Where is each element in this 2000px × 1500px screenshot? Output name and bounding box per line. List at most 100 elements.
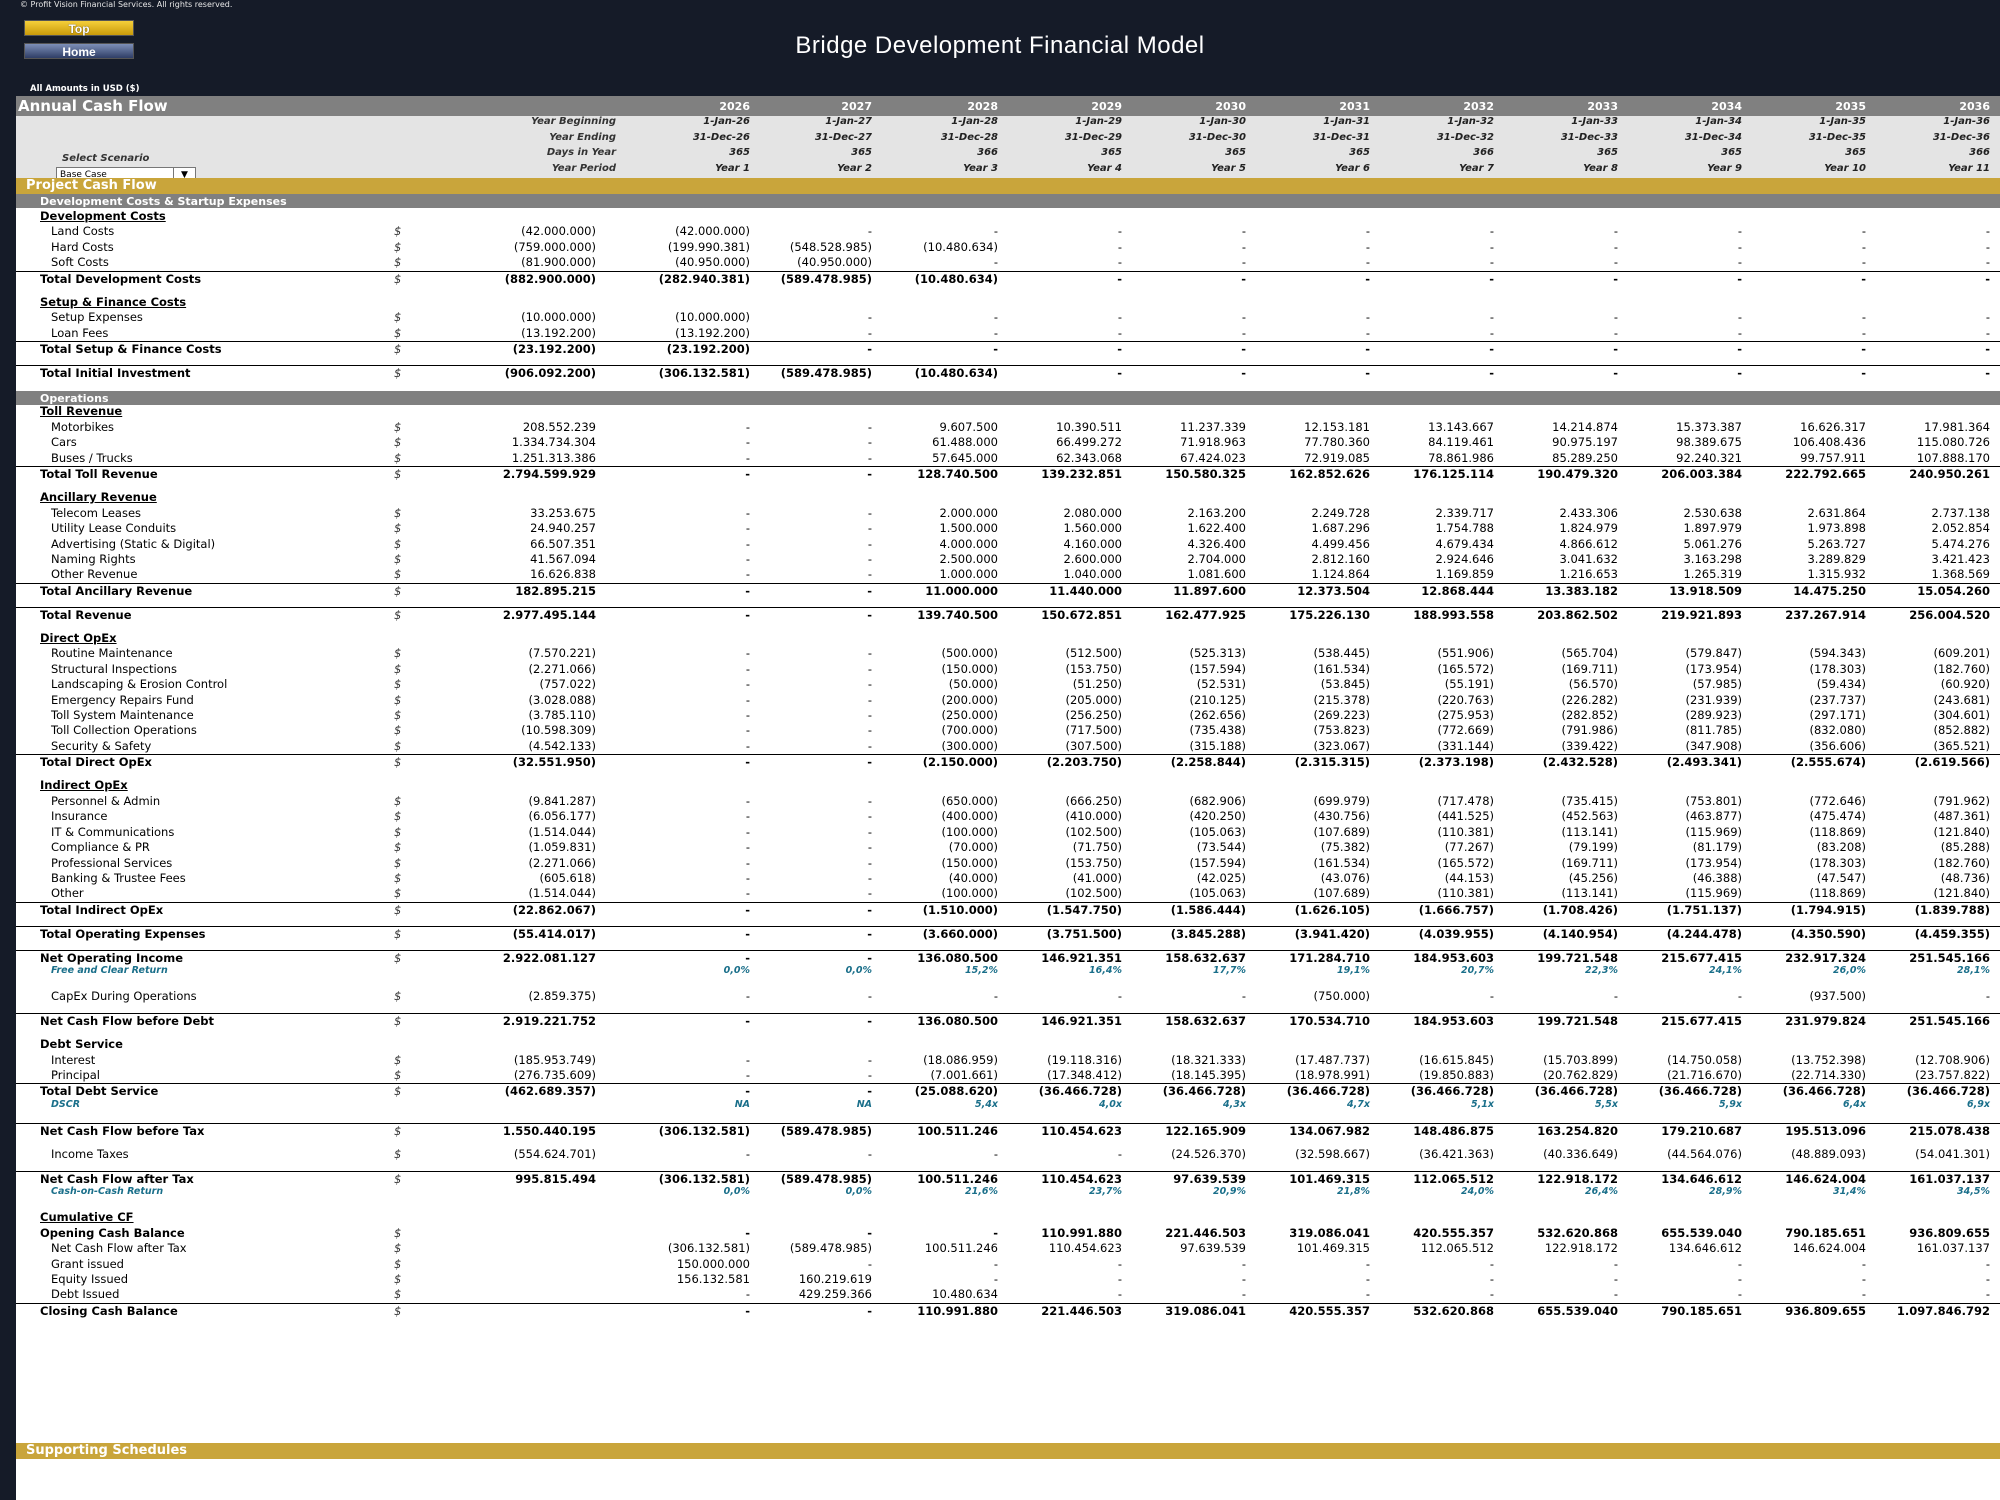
table-cell: - [745, 738, 750, 753]
table-cell: 1.622.400 [1187, 521, 1246, 536]
table-cell: - [993, 989, 998, 1004]
table-cell: (475.474) [1809, 809, 1866, 824]
table-cell: (161.534) [1313, 661, 1370, 676]
table-cell: 101.469.315 [1296, 1241, 1370, 1256]
row-total: 1.550.440.195 [502, 1123, 596, 1138]
period-header-value: 31-Dec-33 [1560, 131, 1618, 143]
table-cell: - [1613, 239, 1618, 254]
table-cell: (538.445) [1313, 646, 1370, 661]
table-cell: - [867, 1084, 872, 1099]
table-cell: - [745, 989, 750, 1004]
chevron-down-icon[interactable]: ▼ [173, 168, 195, 182]
table-cell: 134.646.612 [1661, 1171, 1742, 1186]
period-header-value: Year 8 [1583, 162, 1618, 174]
table-cell: 4.326.400 [1187, 536, 1246, 551]
year-column-header: 2027 [841, 100, 872, 113]
table-cell: (100.000) [941, 886, 998, 901]
table-cell: (173.954) [1685, 661, 1742, 676]
table-cell: 163.254.820 [1537, 1123, 1618, 1138]
table-cell: (463.877) [1685, 809, 1742, 824]
table-cell: 92.240.321 [1676, 450, 1742, 465]
row-label: Emergency Repairs Fund [51, 692, 194, 707]
period-header-value: 1-Jan-27 [825, 116, 872, 127]
row-total: (9.841.287) [528, 793, 596, 808]
table-row: Direct OpEx [16, 631, 2000, 646]
table-row: Other $ (1.514.044) - - (100.000) (102.500) (10… [16, 886, 2000, 901]
row-total: 24.940.257 [530, 521, 596, 536]
table-cell: - [867, 708, 872, 723]
table-cell: (10.480.634) [914, 366, 998, 381]
currency-symbol: $ [394, 902, 402, 917]
currency-symbol: $ [394, 738, 402, 753]
table-cell: - [867, 325, 872, 340]
table-row: Closing Cash Balance $ - - 110.991.880 221.44… [16, 1302, 2000, 1318]
table-cell: 1.265.319 [1683, 567, 1742, 582]
table-row: Toll Collection Operations $ (10.598.309) -… [16, 723, 2000, 738]
table-cell: (306.132.581) [667, 1241, 750, 1256]
table-cell: - [745, 521, 750, 536]
table-cell: (23.192.200) [666, 342, 750, 357]
table-cell: (500.000) [941, 646, 998, 661]
table-cell: (430.756) [1313, 809, 1370, 824]
table-cell: 3.041.632 [1559, 551, 1618, 566]
table-cell: 219.921.893 [1661, 607, 1742, 622]
table-row: Setup Expenses $ (10.000.000) (10.000.000) -… [16, 310, 2000, 325]
home-button[interactable]: Home [24, 43, 134, 59]
table-cell: 11.897.600 [1173, 583, 1246, 598]
table-cell: (36.466.728) [1410, 1084, 1494, 1099]
row-label: Closing Cash Balance [40, 1303, 178, 1318]
top-button[interactable]: Top [24, 20, 134, 36]
row-label: Development Costs [40, 209, 166, 223]
table-cell: 1.081.600 [1187, 567, 1246, 582]
year-column-header: 2033 [1587, 100, 1618, 113]
row-total: (55.414.017) [512, 926, 596, 941]
table-cell: 2.339.717 [1435, 505, 1494, 520]
table-cell: - [1241, 1287, 1246, 1302]
table-cell: 532.620.868 [1537, 1225, 1618, 1240]
table-cell: (226.282) [1561, 692, 1618, 707]
row-label: Other Revenue [51, 567, 138, 582]
table-cell: (666.250) [1065, 793, 1122, 808]
table-row: Landscaping & Erosion Control $ (757.022) -… [16, 677, 2000, 692]
table-cell: (24.526.370) [1171, 1146, 1246, 1161]
row-label: Net Cash Flow after Tax [40, 1171, 194, 1186]
table-cell: (56.570) [1568, 677, 1618, 692]
row-label: Opening Cash Balance [40, 1225, 185, 1240]
year-column-header: 2028 [967, 100, 998, 113]
table-row: Ancillary Revenue [16, 490, 2000, 505]
table-cell: - [1241, 989, 1246, 1004]
table-cell: - [1489, 1256, 1494, 1271]
table-cell: (306.132.581) [658, 366, 750, 381]
currency-symbol: $ [394, 755, 402, 770]
table-cell: - [993, 224, 998, 239]
table-row: Total Indirect OpEx $ (22.862.067) - - (1.510… [16, 901, 2000, 917]
table-cell: 112.065.512 [1420, 1241, 1494, 1256]
table-cell: NA [856, 1098, 872, 1110]
table-cell: (323.067) [1313, 738, 1370, 753]
currency-symbol: $ [394, 1241, 402, 1256]
table-row: Cars $1.334.734.304 - - 61.488.000 66.499.272… [16, 435, 2000, 450]
row-label: IT & Communications [51, 824, 175, 839]
row-label: Cumulative CF [40, 1210, 134, 1225]
table-cell: - [1241, 366, 1246, 381]
row-total: 66.507.351 [530, 536, 596, 551]
table-row: Emergency Repairs Fund $ (3.028.088) - - (200… [16, 693, 2000, 708]
table-cell: 1.216.653 [1559, 567, 1618, 582]
currency-symbol: $ [394, 467, 402, 482]
row-label: Banking & Trustee Fees [51, 871, 186, 886]
table-cell: (182.760) [1933, 661, 1990, 676]
table-cell: 232.917.324 [1785, 950, 1866, 965]
copyright-notice: © Profit Vision Financial Services. All … [20, 0, 233, 9]
row-total: (42.000.000) [521, 224, 596, 239]
table-cell: 2.433.306 [1559, 505, 1618, 520]
row-total: (23.192.200) [512, 342, 596, 357]
table-cell: - [745, 855, 750, 870]
table-cell: (21.716.670) [1667, 1068, 1742, 1083]
table-cell: 5,9x [1719, 1098, 1742, 1110]
table-cell: (1.547.750) [1046, 902, 1122, 917]
table-cell: (12.708.906) [1915, 1052, 1990, 1067]
table-cell: - [1737, 989, 1742, 1004]
currency-symbol: $ [394, 271, 402, 286]
row-label: Structural Inspections [51, 661, 177, 676]
table-cell: (182.760) [1933, 855, 1990, 870]
